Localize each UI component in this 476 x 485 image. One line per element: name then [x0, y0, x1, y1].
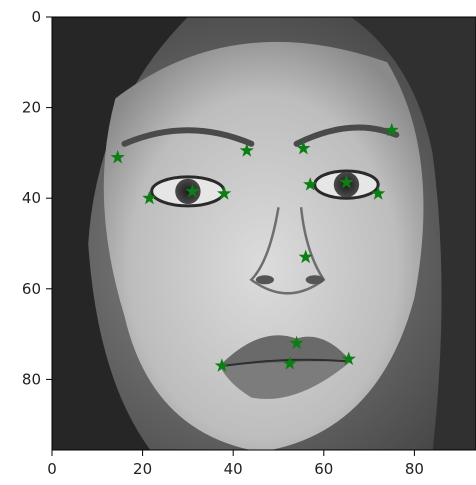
keypoint-star-11	[214, 358, 230, 372]
keypoint-star-10	[298, 249, 313, 264]
y-tick-label: 60	[22, 280, 41, 298]
x-tick-label: 0	[47, 460, 57, 478]
y-axis: 0 20 40 60 80	[22, 8, 52, 388]
keypoint-star-6	[303, 177, 318, 191]
face-photo	[52, 17, 476, 450]
keypoint-star-12	[282, 356, 297, 370]
keypoint-markers	[110, 122, 399, 372]
keypoint-star-2	[185, 183, 200, 198]
y-tick-label: 80	[22, 370, 41, 388]
keypoint-star-8	[371, 186, 386, 200]
x-tick-label: 40	[224, 460, 243, 478]
keypoint-star-7	[339, 174, 354, 189]
x-axis: 0 20 40 60 80	[47, 450, 424, 478]
x-tick-label: 20	[133, 460, 152, 478]
y-tick-label: 0	[31, 8, 41, 26]
keypoint-star-9	[384, 122, 399, 137]
y-tick-label: 40	[22, 189, 41, 207]
keypoint-star-0	[110, 149, 125, 164]
y-tick-label: 20	[22, 99, 41, 117]
plot-frame	[51, 16, 476, 451]
keypoint-star-3	[217, 186, 232, 200]
keypoint-star-14	[341, 351, 356, 366]
x-tick-label: 60	[314, 460, 333, 478]
keypoint-star-5	[296, 140, 311, 155]
keypoint-star-1	[142, 190, 157, 205]
x-tick-label: 80	[405, 460, 424, 478]
keypoint-star-13	[289, 335, 304, 350]
keypoint-star-4	[239, 143, 254, 157]
